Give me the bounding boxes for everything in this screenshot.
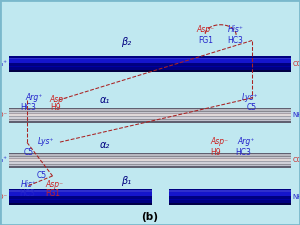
Bar: [9, 115, 291, 116]
Bar: [9, 203, 152, 205]
Bar: [9, 66, 291, 67]
Bar: [9, 122, 291, 123]
Text: Arg⁺: Arg⁺: [237, 137, 255, 146]
Text: C5: C5: [23, 148, 34, 157]
Bar: [9, 164, 291, 165]
Bar: [9, 112, 291, 113]
Bar: [169, 189, 291, 205]
Bar: [9, 162, 291, 164]
Text: HC3: HC3: [19, 189, 35, 198]
Text: NH₃⁺: NH₃⁺: [0, 61, 8, 67]
Text: His⁺: His⁺: [21, 180, 36, 189]
Bar: [169, 192, 291, 196]
Text: H9: H9: [211, 148, 221, 157]
Bar: [9, 153, 291, 154]
Text: Asp⁻: Asp⁻: [196, 25, 214, 34]
Text: COO⁻: COO⁻: [292, 157, 300, 163]
Text: NH₃⁺: NH₃⁺: [0, 157, 8, 163]
Text: COO⁻: COO⁻: [0, 194, 8, 200]
Text: α₂: α₂: [100, 140, 110, 150]
Text: (b): (b): [142, 212, 158, 222]
Bar: [9, 116, 291, 117]
Bar: [9, 56, 291, 72]
Bar: [9, 192, 152, 196]
Text: β₂: β₂: [121, 37, 131, 47]
Text: Asp⁻: Asp⁻: [210, 137, 228, 146]
Text: His⁺: His⁺: [228, 25, 243, 34]
Bar: [9, 189, 152, 205]
Text: Lys⁺: Lys⁺: [38, 137, 55, 146]
Text: FG1: FG1: [45, 189, 60, 198]
Text: HC3: HC3: [235, 148, 251, 157]
Bar: [9, 160, 291, 161]
Bar: [169, 203, 291, 205]
Bar: [9, 117, 291, 119]
Bar: [9, 157, 291, 158]
Bar: [169, 199, 291, 200]
Text: NH₃⁺: NH₃⁺: [292, 194, 300, 200]
Text: HC3: HC3: [228, 36, 243, 45]
Text: Lys⁺: Lys⁺: [242, 93, 259, 102]
Bar: [9, 109, 291, 111]
Bar: [9, 153, 291, 168]
Text: H9: H9: [50, 104, 61, 112]
Bar: [9, 120, 291, 122]
Bar: [9, 166, 291, 168]
Bar: [9, 113, 291, 115]
Bar: [9, 161, 291, 162]
Bar: [9, 199, 152, 200]
Bar: [9, 111, 291, 112]
Text: C5: C5: [37, 171, 47, 180]
Text: COO⁻: COO⁻: [292, 61, 300, 67]
Text: FG1: FG1: [198, 36, 213, 45]
Text: β₁: β₁: [121, 176, 131, 186]
Bar: [9, 108, 291, 109]
Bar: [9, 154, 291, 156]
Bar: [9, 59, 291, 63]
Text: COO⁻: COO⁻: [0, 112, 8, 118]
Bar: [9, 119, 291, 120]
Bar: [9, 108, 291, 123]
Bar: [9, 58, 291, 59]
Text: Arg⁺: Arg⁺: [26, 93, 43, 102]
Bar: [9, 156, 291, 157]
Bar: [9, 158, 291, 160]
Bar: [9, 70, 291, 72]
Bar: [9, 190, 152, 192]
Bar: [169, 190, 291, 192]
Bar: [9, 165, 291, 166]
Text: NH₃⁺: NH₃⁺: [292, 112, 300, 118]
Text: α₁: α₁: [100, 95, 110, 105]
Text: C5: C5: [247, 104, 257, 112]
Text: HC3: HC3: [21, 104, 36, 112]
Text: Asp⁻: Asp⁻: [45, 180, 63, 189]
Text: Asp⁻: Asp⁻: [50, 95, 68, 104]
